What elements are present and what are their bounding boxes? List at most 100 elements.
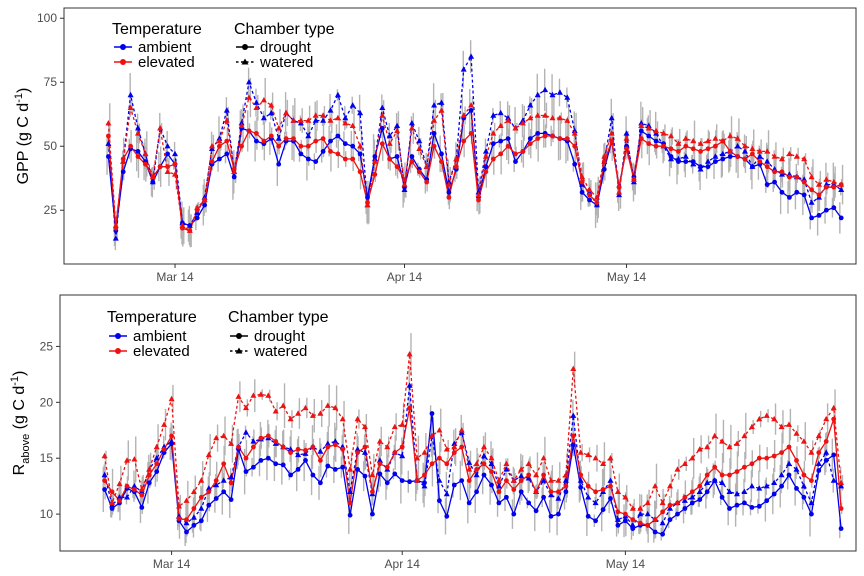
data-point [402,177,407,182]
data-point [719,150,726,157]
legend-item-watered: watered [230,343,307,360]
data-point [779,483,784,489]
data-point [324,402,331,408]
data-point [146,466,153,472]
data-point [206,502,212,508]
data-point [243,455,249,461]
data-point [585,494,592,500]
series-line-ambient-watered [103,384,842,526]
data-point [518,489,524,495]
data-point [298,151,304,157]
data-point [437,455,442,461]
data-point [466,500,472,506]
data-point [727,132,734,139]
data-point [779,155,785,162]
data-point [370,511,375,517]
data-point [309,412,316,418]
data-point [209,159,215,165]
data-point [313,159,319,165]
data-point [772,169,777,175]
data-point [674,466,681,472]
data-point [124,494,130,500]
data-point [830,477,837,483]
data-point [198,477,205,483]
data-point [370,489,375,495]
data-point [186,227,193,233]
data-point [213,496,219,501]
data-point [757,159,763,165]
data-point [771,153,778,159]
data-point [379,141,385,147]
data-point [228,497,234,502]
data-point [332,438,339,444]
legend-temperature-title: Temperature [112,21,202,38]
data-point [131,483,138,489]
data-point [157,164,163,170]
data-point [235,393,242,399]
data-point [661,143,666,149]
data-point [429,411,435,416]
data-point [548,491,554,498]
data-point [325,463,331,469]
data-point [801,155,808,162]
data-point [223,107,230,113]
data-point [615,522,621,528]
data-point [764,148,771,154]
data-point [831,416,837,422]
data-point [283,136,289,142]
data-point [809,478,814,483]
data-point [585,513,591,519]
data-point [750,151,755,157]
data-point [401,181,408,187]
data-point [444,513,450,519]
x-tick-label: Apr 14 [387,270,423,284]
data-point [838,479,845,485]
data-point [391,423,398,430]
data-point [334,114,341,121]
data-point [198,505,205,511]
data-point [154,461,160,467]
data-point [683,159,689,165]
data-point [276,161,282,167]
data-point [453,155,460,162]
data-point [305,117,312,123]
data-point [527,114,534,121]
data-point [713,143,718,149]
data-point [231,174,237,180]
data-point [786,421,792,427]
data-point [823,458,829,463]
data-point [668,155,674,162]
data-point [349,102,356,108]
data-point [697,483,703,489]
data-point [824,207,829,213]
data-point [667,517,673,523]
data-point [298,143,304,149]
data-point [652,517,658,523]
data-point [131,456,138,462]
data-point [451,450,457,455]
data-point [570,442,576,448]
data-point [801,494,807,500]
data-point [676,149,681,154]
data-point [362,444,368,450]
data-point [482,148,489,154]
data-point [496,489,502,495]
data-point [809,215,814,221]
data-point [587,197,592,203]
data-point [169,433,175,439]
data-point [637,510,644,517]
data-point [305,156,311,162]
data-point [793,466,800,472]
data-point [579,173,586,180]
data-point [246,79,252,85]
data-point [399,478,405,483]
data-point [444,461,450,467]
data-point [324,440,331,446]
data-point [711,477,718,483]
data-point [295,410,302,416]
data-point [735,154,740,159]
data-point [143,161,148,167]
data-point [534,91,541,98]
data-point [513,151,518,157]
data-point [534,112,541,118]
